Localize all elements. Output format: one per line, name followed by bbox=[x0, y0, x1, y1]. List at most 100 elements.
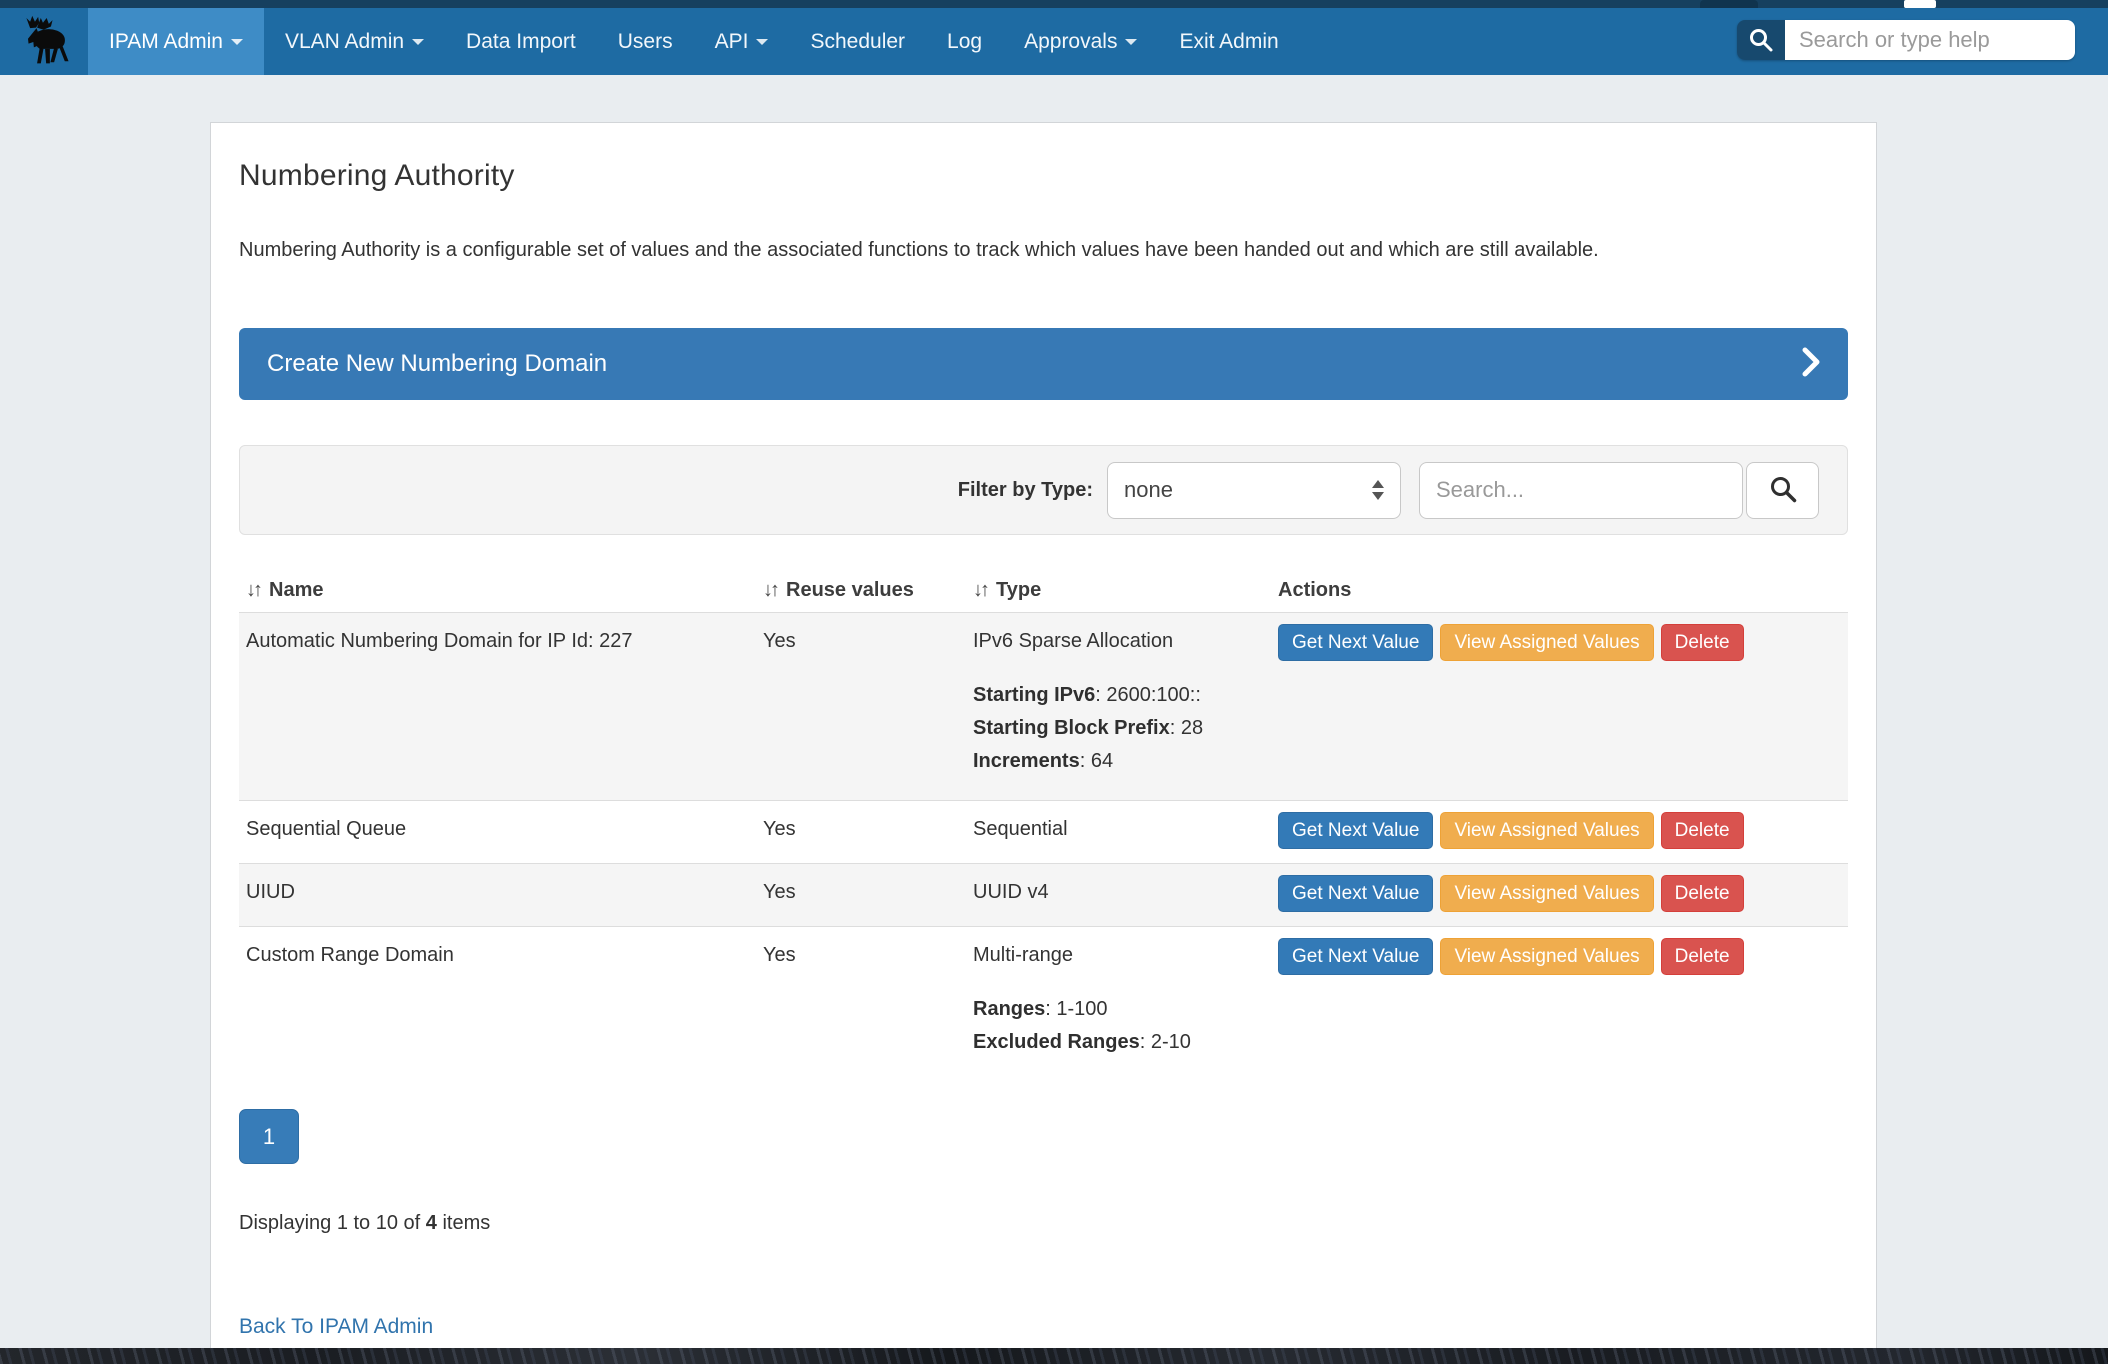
view-assigned-values-button[interactable]: View Assigned Values bbox=[1440, 812, 1654, 849]
moose-logo bbox=[0, 8, 88, 75]
nav-item-label: API bbox=[714, 29, 749, 53]
domain-details: Starting IPv6: 2600:100:: Starting Block … bbox=[973, 679, 1271, 786]
sort-icon: ↓↑ bbox=[763, 579, 780, 601]
view-assigned-values-button[interactable]: View Assigned Values bbox=[1440, 938, 1654, 975]
row-actions: Get Next Value View Assigned Values Delete bbox=[1271, 613, 1848, 800]
domain-name: Sequential Queue bbox=[246, 818, 407, 840]
nav-item-scheduler[interactable]: Scheduler bbox=[789, 8, 926, 75]
delete-button[interactable]: Delete bbox=[1660, 875, 1744, 912]
table-body: Automatic Numbering Domain for IP Id: 22… bbox=[239, 613, 1848, 1081]
navbar-search-input[interactable] bbox=[1785, 20, 2075, 60]
column-header-label: Actions bbox=[1278, 579, 1352, 601]
detail-line: Ranges: 1-100 bbox=[973, 998, 1108, 1020]
nav-item-label: IPAM Admin bbox=[109, 29, 223, 53]
detail-line: Starting Block Prefix: 28 bbox=[973, 717, 1204, 739]
search-icon bbox=[1768, 474, 1798, 507]
detail-line: Increments: 64 bbox=[973, 750, 1114, 772]
nav-item-label: Users bbox=[617, 29, 673, 53]
reuse-values: Yes bbox=[763, 881, 796, 903]
results-summary: Displaying 1 to 10 of 4 items bbox=[239, 1212, 491, 1234]
back-to-ipam-link[interactable]: Back To IPAM Admin bbox=[239, 1315, 434, 1338]
row-actions: Get Next Value View Assigned Values Delete bbox=[1271, 864, 1848, 926]
view-assigned-values-button[interactable]: View Assigned Values bbox=[1440, 624, 1654, 661]
detail-line: Excluded Ranges: 2-10 bbox=[973, 1031, 1191, 1053]
type-filter-value: none bbox=[1124, 477, 1173, 502]
caret-down-icon bbox=[756, 38, 769, 45]
table-row: Automatic Numbering Domain for IP Id: 22… bbox=[239, 613, 1848, 801]
get-next-value-button[interactable]: Get Next Value bbox=[1278, 624, 1434, 661]
row-actions: Get Next Value View Assigned Values Delete bbox=[1271, 927, 1848, 1081]
table-row: Sequential Queue Yes Sequential Get Next Va… bbox=[239, 801, 1848, 864]
nav-item-exit-admin[interactable]: Exit Admin bbox=[1158, 8, 1299, 75]
nav-item-approvals[interactable]: Approvals bbox=[1003, 8, 1158, 75]
inactive-tab-indicator bbox=[1700, 0, 1758, 8]
reuse-values: Yes bbox=[763, 818, 796, 840]
table-search-input[interactable] bbox=[1419, 461, 1743, 519]
delete-button[interactable]: Delete bbox=[1660, 624, 1744, 661]
active-tab-indicator bbox=[1904, 0, 1936, 8]
table-row: UIUD Yes UUID v4 Get Next Value View Assigne… bbox=[239, 864, 1848, 927]
nav-item-api[interactable]: API bbox=[694, 8, 790, 75]
nav-item-label: Log bbox=[947, 29, 983, 53]
column-header-type[interactable]: ↓↑ Type bbox=[966, 579, 1271, 602]
get-next-value-button[interactable]: Get Next Value bbox=[1278, 938, 1434, 975]
table-row: Custom Range Domain Yes Multi-range Ranges:… bbox=[239, 927, 1848, 1081]
get-next-value-button[interactable]: Get Next Value bbox=[1278, 875, 1434, 912]
domain-type: Multi-range bbox=[973, 944, 1074, 966]
page-description: Numbering Authority is a configurable se… bbox=[239, 239, 1599, 261]
create-new-domain-button[interactable]: Create New Numbering Domain bbox=[239, 328, 1848, 400]
column-header-name[interactable]: ↓↑ Name bbox=[239, 579, 756, 602]
sort-icon: ↓↑ bbox=[246, 579, 263, 601]
filter-bar: Filter by Type: none bbox=[239, 445, 1848, 535]
column-header-reuse-values[interactable]: ↓↑ Reuse values bbox=[756, 579, 966, 602]
table-search-button[interactable] bbox=[1746, 461, 1819, 519]
nav-item-label: Approvals bbox=[1024, 29, 1118, 53]
search-icon bbox=[1737, 20, 1785, 60]
column-header-label: Name bbox=[269, 579, 324, 601]
nav-item-label: Data Import bbox=[466, 29, 576, 53]
caret-down-icon bbox=[230, 38, 243, 45]
domain-type: IPv6 Sparse Allocation bbox=[973, 630, 1174, 652]
item-count: 4 bbox=[425, 1212, 437, 1234]
navbar: IPAM Admin VLAN Admin Data Import Users API S… bbox=[0, 8, 2108, 75]
browser-tab-strip bbox=[0, 0, 2108, 8]
delete-button[interactable]: Delete bbox=[1660, 812, 1744, 849]
column-header-actions: Actions bbox=[1271, 579, 1848, 602]
type-filter-select[interactable]: none bbox=[1107, 461, 1401, 519]
detail-line: Starting IPv6: 2600:100:: bbox=[973, 684, 1201, 706]
domain-type: Sequential bbox=[973, 818, 1068, 840]
column-header-label: Type bbox=[996, 579, 1042, 601]
nav-item-data-import[interactable]: Data Import bbox=[445, 8, 597, 75]
domain-type: UUID v4 bbox=[973, 881, 1049, 903]
create-new-domain-label: Create New Numbering Domain bbox=[267, 350, 608, 377]
navbar-search bbox=[1737, 20, 2075, 60]
page-background: Numbering Authority Numbering Authority … bbox=[0, 122, 2108, 1364]
domain-details: Ranges: 1-100 Excluded Ranges: 2-10 bbox=[973, 993, 1271, 1067]
main-panel: Numbering Authority Numbering Authority … bbox=[210, 122, 1877, 1364]
reuse-values: Yes bbox=[763, 944, 796, 966]
column-header-label: Reuse values bbox=[786, 579, 914, 601]
caret-down-icon bbox=[1125, 38, 1138, 45]
nav-item-label: VLAN Admin bbox=[284, 29, 405, 53]
reuse-values: Yes bbox=[763, 630, 796, 652]
view-assigned-values-button[interactable]: View Assigned Values bbox=[1440, 875, 1654, 912]
nav-item-users[interactable]: Users bbox=[597, 8, 694, 75]
nav-item-label: Exit Admin bbox=[1179, 29, 1279, 53]
nav-item-vlan-admin[interactable]: VLAN Admin bbox=[264, 8, 445, 75]
table-header-row: ↓↑ Name ↓↑ Reuse values ↓↑ Type Actions bbox=[239, 573, 1848, 613]
nav-item-log[interactable]: Log bbox=[926, 8, 1003, 75]
nav-menu: IPAM Admin VLAN Admin Data Import Users API S… bbox=[88, 8, 1300, 75]
nav-item-ipam-admin[interactable]: IPAM Admin bbox=[88, 8, 264, 75]
page-title: Numbering Authority bbox=[239, 159, 515, 192]
caret-down-icon bbox=[412, 38, 425, 45]
nav-item-label: Scheduler bbox=[810, 29, 906, 53]
page-1-button[interactable]: 1 bbox=[239, 1109, 299, 1164]
domain-name: Custom Range Domain bbox=[246, 944, 454, 966]
select-arrows-icon bbox=[1372, 480, 1384, 500]
chevron-right-icon bbox=[1802, 347, 1820, 382]
desktop-wallpaper-strip bbox=[0, 1348, 2108, 1364]
delete-button[interactable]: Delete bbox=[1660, 938, 1744, 975]
row-actions: Get Next Value View Assigned Values Delete bbox=[1271, 801, 1848, 863]
get-next-value-button[interactable]: Get Next Value bbox=[1278, 812, 1434, 849]
